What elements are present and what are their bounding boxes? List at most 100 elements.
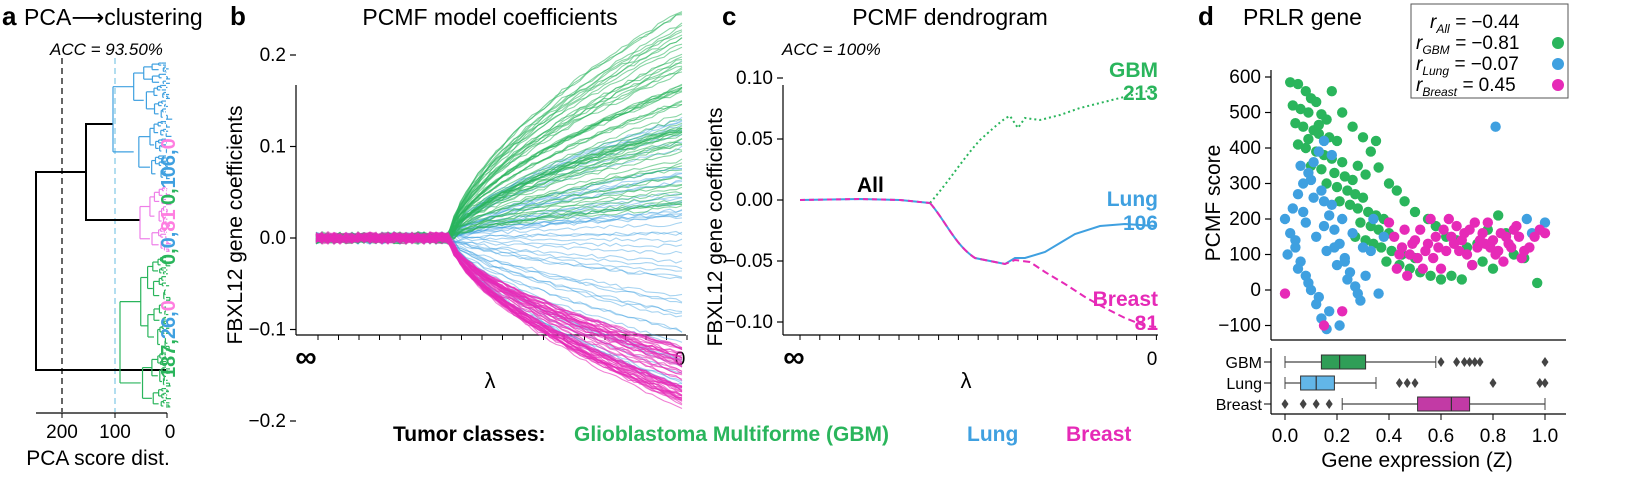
point-gbm [1435,274,1447,285]
legend-lung: Lung [967,423,1018,446]
panel-c-x-infinity: ∞ [783,341,804,374]
point-lung [1300,217,1312,228]
point-gbm [1300,142,1312,154]
cluster-label-3: 187,26,0 [158,300,180,378]
panel-d-title: PRLR gene [1243,4,1362,30]
point-gbm [1292,139,1304,150]
box-outlier [1489,378,1497,388]
box-outlier [1325,399,1333,409]
point-lung [1295,160,1306,171]
ytick-label: 300 [1229,174,1261,195]
point-breast [1454,245,1465,257]
label-breast-n: 81 [1135,312,1159,335]
cluster-3-n3: 0 [158,300,180,311]
ytick-label: 600 [1229,67,1261,88]
svg-text:0,0,81: 0,0,81 [158,209,180,265]
dendrogram-black [35,123,166,371]
panel-c-acc: ACC = 100% [781,40,881,59]
point-breast [1407,238,1418,249]
panel-b-x-infinity: ∞ [295,341,316,374]
point-breast [1464,224,1475,235]
box-label-gbm: GBM [1226,355,1262,372]
corr-lung: rLung = −0.07 [1416,54,1519,78]
corr-gbm: rGBM = −0.81 [1416,33,1519,57]
point-lung [1316,185,1327,196]
coef-path [315,232,683,392]
point-gbm [1331,135,1343,147]
cluster-3-n2: 26 [158,317,180,339]
point-gbm [1355,217,1366,228]
box-outlier [1403,378,1411,388]
panel-c-xticks [799,335,1157,340]
point-gbm [1357,132,1369,143]
corr-dot-lung [1552,58,1564,70]
point-breast [1415,224,1426,235]
point-gbm [1381,256,1392,267]
point-gbm [1292,78,1304,90]
legend-prefix: Tumor classes: [393,423,546,446]
point-lung [1329,242,1340,253]
point-gbm [1326,86,1338,97]
point-breast [1391,263,1403,274]
label-lung-name: Lung [1107,188,1158,211]
panel-d: d PRLR gene 600 500 400 300 200 100 0 −100 PCMF… [1198,1,1569,472]
path-gbm [929,88,1156,204]
box-outlier [1541,378,1549,388]
point-gbm [1344,199,1356,210]
point-gbm [1425,270,1436,281]
point-breast [1417,263,1429,274]
panel-c-ylabel: FBXL12 gene coefficients [704,108,727,347]
point-gbm [1386,245,1397,257]
point-breast [1337,306,1348,317]
point-breast [1428,252,1439,264]
point-gbm [1352,203,1364,214]
point-gbm [1285,77,1296,88]
ytick-label: −0.10 [725,312,773,333]
point-breast [1279,288,1291,299]
ytick-label: 400 [1229,138,1261,159]
point-breast [1425,213,1436,225]
point-gbm [1337,107,1348,118]
box-outlier [1312,399,1320,409]
point-lung [1521,213,1533,225]
point-breast [1412,252,1423,264]
point-gbm [1360,169,1371,180]
point-lung [1298,178,1309,189]
point-lung [1321,245,1332,257]
ytick-label: 100 [1229,245,1261,266]
box-outlier [1541,357,1549,367]
ytick-label: 0.0 [260,228,286,249]
point-lung [1292,189,1304,200]
panel-a-acc: ACC = 93.50% [49,40,163,59]
point-lung [1347,228,1358,239]
point-gbm [1321,114,1332,125]
point-gbm [1303,133,1314,145]
box-outlier [1281,399,1289,409]
panel-c-xlabel: λ [961,368,972,393]
panel-d-ylabel: PCMF score [1202,145,1225,262]
point-lung [1490,121,1501,132]
point-lung [1342,274,1353,285]
cluster-label-1: 0,106,0 [158,138,180,205]
box-outlier [1471,357,1479,367]
xtick-label: 0.8 [1480,426,1506,447]
point-gbm [1352,160,1364,171]
point-gbm [1334,196,1345,207]
point-breast [1539,228,1551,239]
point-breast [1430,231,1442,242]
point-breast [1399,224,1410,235]
point-gbm [1298,121,1309,132]
cluster-2-n1: 0 [158,254,180,265]
point-lung [1311,231,1322,242]
point-gbm [1399,196,1410,207]
point-lung [1331,259,1343,271]
panel-c-yticks: 0.10 0.05 0.00 −0.05 −0.10 [725,68,783,333]
point-breast [1394,249,1405,260]
xtick-label: 0.0 [1272,426,1298,447]
point-lung [1282,249,1293,260]
point-gbm [1383,178,1395,189]
point-breast [1485,242,1496,253]
point-lung [1360,270,1371,281]
point-lung [1287,203,1299,214]
